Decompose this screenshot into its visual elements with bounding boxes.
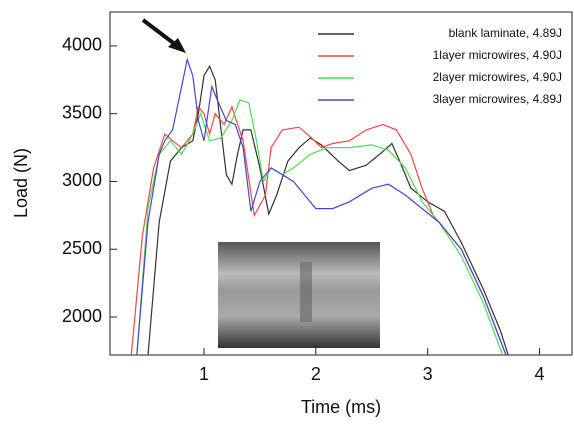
inset-image bbox=[218, 242, 380, 348]
x-axis-label: Time (ms) bbox=[301, 397, 381, 417]
series-line bbox=[136, 99, 504, 355]
y-tick-label: 3500 bbox=[62, 102, 102, 122]
y-tick-label: 4000 bbox=[62, 35, 102, 55]
x-tick-label: 2 bbox=[311, 364, 321, 384]
series-lines bbox=[130, 57, 509, 355]
inset-damage bbox=[300, 262, 312, 322]
x-tick-label: 4 bbox=[535, 364, 545, 384]
y-axis-label: Load (N) bbox=[11, 148, 31, 218]
y-tick-label: 3000 bbox=[62, 170, 102, 190]
arrow-head bbox=[168, 38, 186, 53]
series-line bbox=[136, 57, 507, 355]
y-tick-label: 2000 bbox=[62, 306, 102, 326]
series-line bbox=[147, 64, 509, 355]
legend-label: 1layer microwires, 4.90J bbox=[433, 48, 562, 62]
legend-label: 3layer microwires, 4.89J bbox=[433, 92, 562, 106]
x-tick-label: 3 bbox=[423, 364, 433, 384]
y-tick-label: 2500 bbox=[62, 238, 102, 258]
legend-label: 2layer microwires, 4.90J bbox=[433, 70, 562, 84]
legend-label: blank laminate, 4.89J bbox=[449, 26, 562, 40]
x-tick-label: 1 bbox=[199, 364, 209, 384]
plot-frame bbox=[109, 11, 573, 356]
